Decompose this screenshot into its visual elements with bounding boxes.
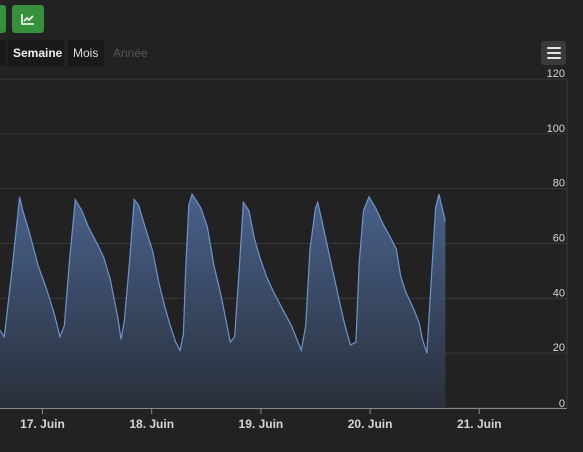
chart-type-button[interactable] bbox=[12, 5, 44, 33]
range-button-year: Année bbox=[113, 46, 148, 60]
series-line bbox=[0, 192, 446, 354]
top-toolbar bbox=[0, 0, 583, 37]
y-tick-label: 80 bbox=[553, 178, 565, 190]
range-button-month[interactable]: Mois bbox=[68, 40, 104, 66]
line-chart-icon bbox=[21, 14, 34, 25]
y-tick-label: 60 bbox=[553, 233, 565, 245]
x-axis: 17. Juin 18. Juin 19. Juin 20. Juin 21. Juin bbox=[20, 408, 502, 431]
hamburger-menu-icon[interactable] bbox=[541, 41, 566, 65]
toolbar-button-left[interactable] bbox=[0, 5, 6, 33]
x-tick-label: 20. Juin bbox=[348, 417, 393, 431]
range-selector: Semaine Mois Année bbox=[0, 40, 583, 67]
y-axis: 0 20 40 60 80 100 120 bbox=[547, 68, 565, 410]
range-button-week[interactable]: Semaine bbox=[8, 40, 64, 66]
x-tick-label: 18. Juin bbox=[129, 417, 174, 431]
y-tick-label: 40 bbox=[553, 287, 565, 299]
range-button-partial[interactable] bbox=[0, 40, 6, 66]
x-tick-label: 19. Juin bbox=[239, 417, 284, 431]
y-tick-label: 120 bbox=[547, 68, 565, 80]
series-area bbox=[0, 194, 446, 408]
y-tick-label: 100 bbox=[547, 123, 565, 135]
x-tick-label: 21. Juin bbox=[457, 417, 502, 431]
y-tick-label: 0 bbox=[559, 398, 565, 410]
x-tick-label: 17. Juin bbox=[20, 417, 65, 431]
y-tick-label: 20 bbox=[553, 342, 565, 354]
